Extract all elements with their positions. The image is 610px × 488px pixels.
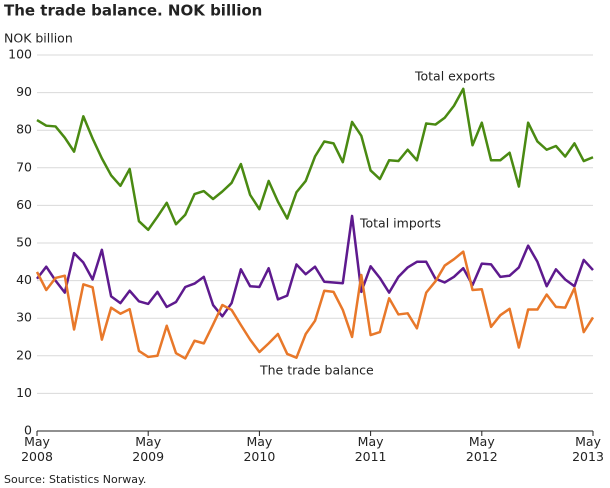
y-tick-label: 40	[16, 272, 32, 287]
series-label: Total imports	[359, 216, 441, 231]
y-tick-label: 70	[16, 159, 32, 174]
x-tick-label: May 2010	[243, 434, 276, 464]
series-label: The trade balance	[259, 363, 374, 378]
x-tick-label: May 2012	[465, 434, 498, 464]
x-tick-label: May 2011	[354, 434, 387, 464]
series-line	[35, 250, 595, 360]
y-tick-label: 10	[16, 385, 32, 400]
y-tick-label: 60	[16, 197, 32, 212]
series-label: Total exports	[414, 69, 495, 84]
series-line	[36, 87, 594, 232]
y-tick-label: 0	[24, 423, 32, 438]
y-tick-label: 20	[16, 347, 32, 362]
y-tick-label: 30	[16, 310, 32, 325]
y-tick-label: 80	[16, 122, 32, 137]
chart-title: The trade balance. NOK billion	[4, 2, 262, 20]
y-tick-label: 100	[8, 47, 32, 62]
y-tick-label: 90	[16, 84, 32, 99]
y-tick-label: 50	[16, 235, 32, 250]
source: Source: Statistics Norway.	[4, 473, 146, 486]
y-axis-label: NOK billion	[4, 31, 73, 46]
x-tick-label: May 2009	[132, 434, 165, 464]
x-tick-label: May 2008	[21, 434, 53, 464]
series-line	[36, 214, 594, 318]
x-tick-label: May 2013	[572, 434, 604, 464]
